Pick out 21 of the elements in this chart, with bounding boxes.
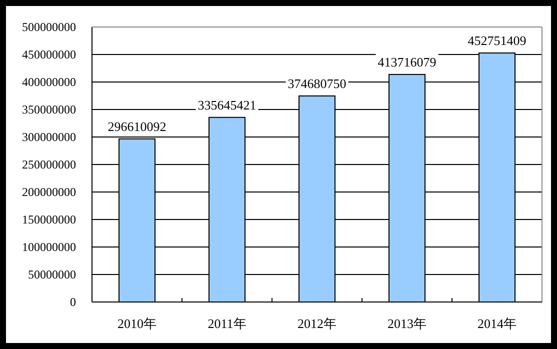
y-tick-label: 50000000 bbox=[28, 268, 76, 282]
x-tick-label: 2013年 bbox=[388, 316, 426, 331]
x-tick-label: 2012年 bbox=[298, 316, 336, 331]
x-tick-label: 2010年 bbox=[118, 316, 156, 331]
data-label: 374680750 bbox=[288, 76, 346, 91]
data-label: 296610092 bbox=[108, 118, 166, 134]
y-tick-label: 300000000 bbox=[22, 130, 76, 144]
y-tick-label: 0 bbox=[70, 295, 76, 309]
y-tick-label: 150000000 bbox=[22, 212, 76, 226]
y-tick-label: 200000000 bbox=[22, 185, 76, 199]
x-tick-label: 2014年 bbox=[478, 316, 516, 331]
y-tick-label: 350000000 bbox=[22, 102, 76, 116]
y-tick-label: 500000000 bbox=[22, 20, 76, 34]
y-tick-label: 400000000 bbox=[22, 75, 76, 89]
data-label: 335645421 bbox=[198, 97, 256, 112]
y-tick-label: 250000000 bbox=[22, 158, 76, 172]
y-tick-label: 450000000 bbox=[22, 48, 76, 62]
x-tick-label: 2011年 bbox=[208, 316, 246, 331]
data-label: 452751409 bbox=[468, 32, 526, 48]
y-tick-label: 100000000 bbox=[22, 240, 76, 254]
data-label: 413716079 bbox=[378, 54, 436, 70]
